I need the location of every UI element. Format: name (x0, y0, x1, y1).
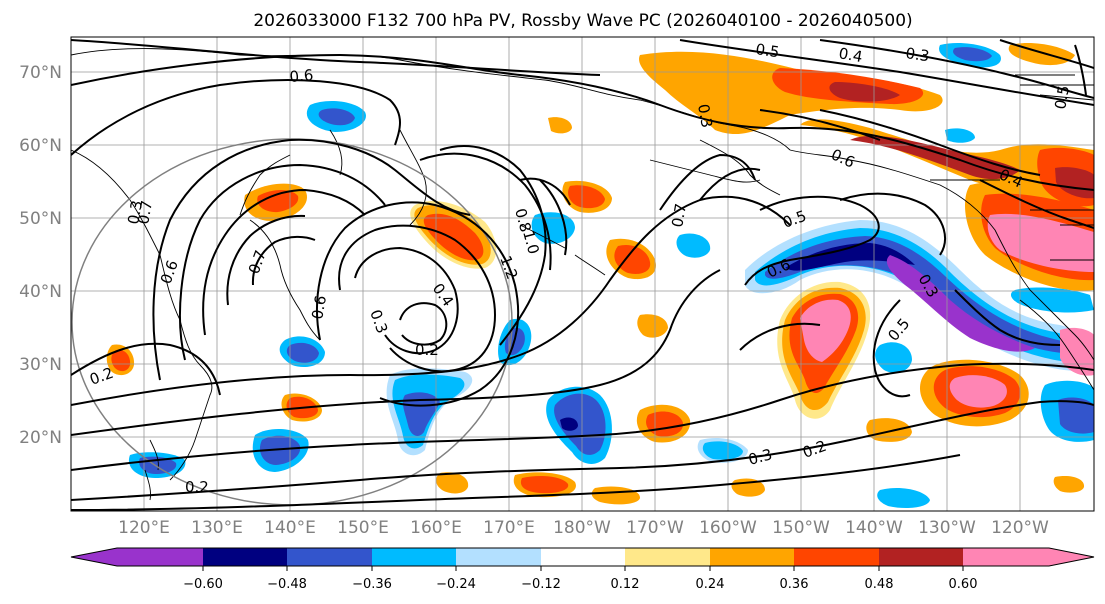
contour-label: 0.3 (904, 44, 930, 65)
colorbar-tick-label: 0.36 (780, 577, 809, 592)
lat-label: 50°N (19, 209, 62, 229)
lon-label: 160°W (699, 518, 757, 538)
colorbar: −0.60 −0.48 −0.36 −0.24 −0.12 0.12 0.24 … (70, 547, 1095, 592)
lat-axis: 70°N 60°N 50°N 40°N 30°N 20°N (19, 63, 62, 448)
contour-label: 0.7 (134, 199, 156, 226)
lon-label: 150°E (337, 518, 389, 538)
grid-lines (71, 37, 1094, 511)
figure-title: 2026033000 F132 700 hPa PV, Rossby Wave … (253, 11, 912, 31)
lon-label: 130°E (191, 518, 243, 538)
colorbar-tick-label: 0.12 (611, 577, 640, 592)
contour-label: 0.5 (1051, 84, 1073, 111)
contour-label: 0.5 (754, 40, 780, 61)
colorbar-bin (203, 548, 287, 566)
contour-label: 0.8 (511, 206, 535, 234)
contour-label: 0.4 (837, 44, 864, 66)
lon-label: 140°W (845, 518, 903, 538)
colorbar-tick-label: 0.24 (696, 577, 725, 592)
lon-label: 180°W (553, 518, 611, 538)
contour-label: 1.0 (519, 228, 543, 256)
colorbar-bin (879, 548, 963, 566)
lat-label: 20°N (19, 428, 62, 448)
lat-label: 70°N (19, 63, 62, 83)
colorbar-tick-label: −0.24 (436, 577, 476, 592)
contour-label: 0.3 (694, 103, 716, 130)
map-panel: 0.6 0.5 0.4 0.3 0.7 0.7 0.6 0.6 0.8 1.0 … (71, 37, 1094, 511)
lat-label: 30°N (19, 355, 62, 375)
contour-label: 0.2 (415, 341, 439, 359)
contour-label: 0.3 (746, 445, 774, 469)
contour-label: 0.7 (668, 202, 690, 229)
lon-label: 150°W (772, 518, 830, 538)
colorbar-tick-label: −0.12 (521, 577, 561, 592)
lat-label: 60°N (19, 136, 62, 156)
colorbar-bin (287, 548, 372, 566)
colorbar-extend-high (1049, 548, 1094, 566)
colorbar-bin (625, 548, 710, 566)
anomaly-shading (106, 43, 1094, 508)
contour-label: 0.6 (308, 294, 330, 321)
contour-label: 0.6 (289, 66, 314, 86)
contour-north-06 (71, 53, 1094, 191)
lon-axis: 120°E 130°E 140°E 150°E 160°E 170°E 180°… (118, 518, 1049, 538)
colorbar-tick-label: −0.60 (183, 577, 223, 592)
colorbar-tick-marks (202, 566, 964, 571)
pv-contours (71, 39, 1094, 511)
colorbar-bin (541, 548, 625, 566)
colorbar-bin (710, 548, 794, 566)
lon-label: 140°E (264, 518, 316, 538)
colorbar-bin (372, 548, 456, 566)
lon-label: 170°E (483, 518, 535, 538)
lat-label: 40°N (19, 282, 62, 302)
lon-label: 130°W (918, 518, 976, 538)
colorbar-bin (794, 548, 879, 566)
colorbar-outline (70, 547, 1095, 567)
colorbar-bin (963, 548, 1049, 566)
colorbar-tick-label: −0.36 (352, 577, 392, 592)
lon-label: 160°E (410, 518, 462, 538)
colorbar-bin (456, 548, 541, 566)
colorbar-tick-label: 0.48 (865, 577, 894, 592)
colorbar-bin (117, 548, 203, 566)
colorbar-tick-label: −0.48 (267, 577, 307, 592)
lon-label: 120°E (118, 518, 170, 538)
map-frame (70, 36, 1095, 512)
colorbar-extend-low (71, 548, 117, 566)
colorbar-tick-label: 0.60 (949, 577, 978, 592)
contour-label: 0.2 (185, 478, 209, 496)
lon-label: 170°W (626, 518, 684, 538)
contour-label: 0.3 (124, 199, 146, 226)
lon-label: 120°W (991, 518, 1049, 538)
